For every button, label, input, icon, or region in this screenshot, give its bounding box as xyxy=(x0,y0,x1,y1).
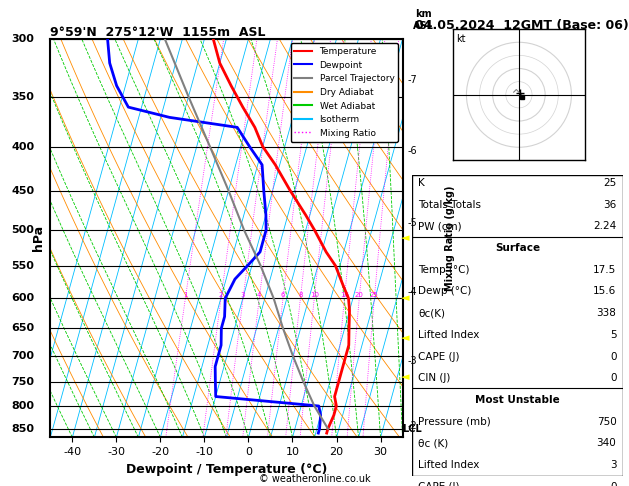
X-axis label: Dewpoint / Temperature (°C): Dewpoint / Temperature (°C) xyxy=(126,463,327,476)
Text: 750: 750 xyxy=(597,417,616,427)
Text: 550: 550 xyxy=(11,261,35,271)
Text: θᴄ(K): θᴄ(K) xyxy=(418,308,445,318)
Text: 8: 8 xyxy=(298,292,303,298)
Text: θᴄ (K): θᴄ (K) xyxy=(418,438,448,448)
Text: Totals Totals: Totals Totals xyxy=(418,200,481,209)
Text: 17.5: 17.5 xyxy=(593,265,616,275)
Text: 1: 1 xyxy=(183,292,187,298)
Text: -7: -7 xyxy=(408,75,418,85)
Text: 850: 850 xyxy=(11,424,35,434)
Text: 700: 700 xyxy=(11,351,35,361)
Text: Most Unstable: Most Unstable xyxy=(475,395,560,405)
Text: 450: 450 xyxy=(11,186,35,196)
Text: © weatheronline.co.uk: © weatheronline.co.uk xyxy=(259,473,370,484)
Text: 20: 20 xyxy=(355,292,364,298)
Text: 36: 36 xyxy=(603,200,616,209)
Text: 3: 3 xyxy=(241,292,245,298)
Legend: Temperature, Dewpoint, Parcel Trajectory, Dry Adiabat, Wet Adiabat, Isotherm, Mi: Temperature, Dewpoint, Parcel Trajectory… xyxy=(291,43,398,141)
Text: 400: 400 xyxy=(11,141,35,152)
Text: 300: 300 xyxy=(11,34,35,44)
Text: ◄: ◄ xyxy=(401,333,410,343)
Text: 10: 10 xyxy=(309,292,319,298)
Text: 2.24: 2.24 xyxy=(593,221,616,231)
Text: 500: 500 xyxy=(11,225,35,235)
Text: Mixing Ratio (g/kg): Mixing Ratio (g/kg) xyxy=(445,185,455,291)
Text: -4: -4 xyxy=(408,287,418,297)
Text: Dewp (°C): Dewp (°C) xyxy=(418,286,472,296)
Text: 04.05.2024  12GMT (Base: 06): 04.05.2024 12GMT (Base: 06) xyxy=(415,19,629,33)
Text: Lifted Index: Lifted Index xyxy=(418,460,480,470)
Text: LCL: LCL xyxy=(403,424,422,434)
Text: PW (cm): PW (cm) xyxy=(418,221,462,231)
Text: 340: 340 xyxy=(597,438,616,448)
Text: -5: -5 xyxy=(408,218,418,227)
Text: 650: 650 xyxy=(11,323,35,333)
Text: -2: -2 xyxy=(408,421,418,432)
Text: 0: 0 xyxy=(610,482,616,486)
Text: 0: 0 xyxy=(610,373,616,383)
Text: km
ASL: km ASL xyxy=(413,9,434,31)
Y-axis label: hPa: hPa xyxy=(31,225,45,251)
Text: ◄: ◄ xyxy=(401,233,410,243)
Text: 15.6: 15.6 xyxy=(593,286,616,296)
Text: Pressure (mb): Pressure (mb) xyxy=(418,417,491,427)
Text: 5: 5 xyxy=(610,330,616,340)
Text: 25: 25 xyxy=(603,178,616,188)
Text: 3: 3 xyxy=(610,460,616,470)
Text: K: K xyxy=(418,178,425,188)
Text: 750: 750 xyxy=(11,377,35,387)
Text: ◄: ◄ xyxy=(401,293,410,303)
Text: 4: 4 xyxy=(257,292,262,298)
Text: Temp (°C): Temp (°C) xyxy=(418,265,470,275)
Text: 338: 338 xyxy=(596,308,616,318)
Text: 25: 25 xyxy=(370,292,379,298)
Text: 16: 16 xyxy=(340,292,349,298)
Text: -3: -3 xyxy=(408,356,418,366)
Text: 600: 600 xyxy=(11,294,35,303)
Text: -6: -6 xyxy=(408,146,418,156)
Text: 6: 6 xyxy=(281,292,285,298)
Text: 9°59'N  275°12'W  1155m  ASL: 9°59'N 275°12'W 1155m ASL xyxy=(50,26,266,39)
Text: kt: kt xyxy=(456,35,465,44)
Text: 2: 2 xyxy=(219,292,223,298)
Text: CAPE (J): CAPE (J) xyxy=(418,351,460,362)
Text: CAPE (J): CAPE (J) xyxy=(418,482,460,486)
Text: 800: 800 xyxy=(11,401,35,411)
Text: Lifted Index: Lifted Index xyxy=(418,330,480,340)
Text: ◄: ◄ xyxy=(401,373,410,382)
Text: Surface: Surface xyxy=(495,243,540,253)
Text: CIN (J): CIN (J) xyxy=(418,373,451,383)
Text: 350: 350 xyxy=(11,91,35,102)
Text: 0: 0 xyxy=(610,351,616,362)
